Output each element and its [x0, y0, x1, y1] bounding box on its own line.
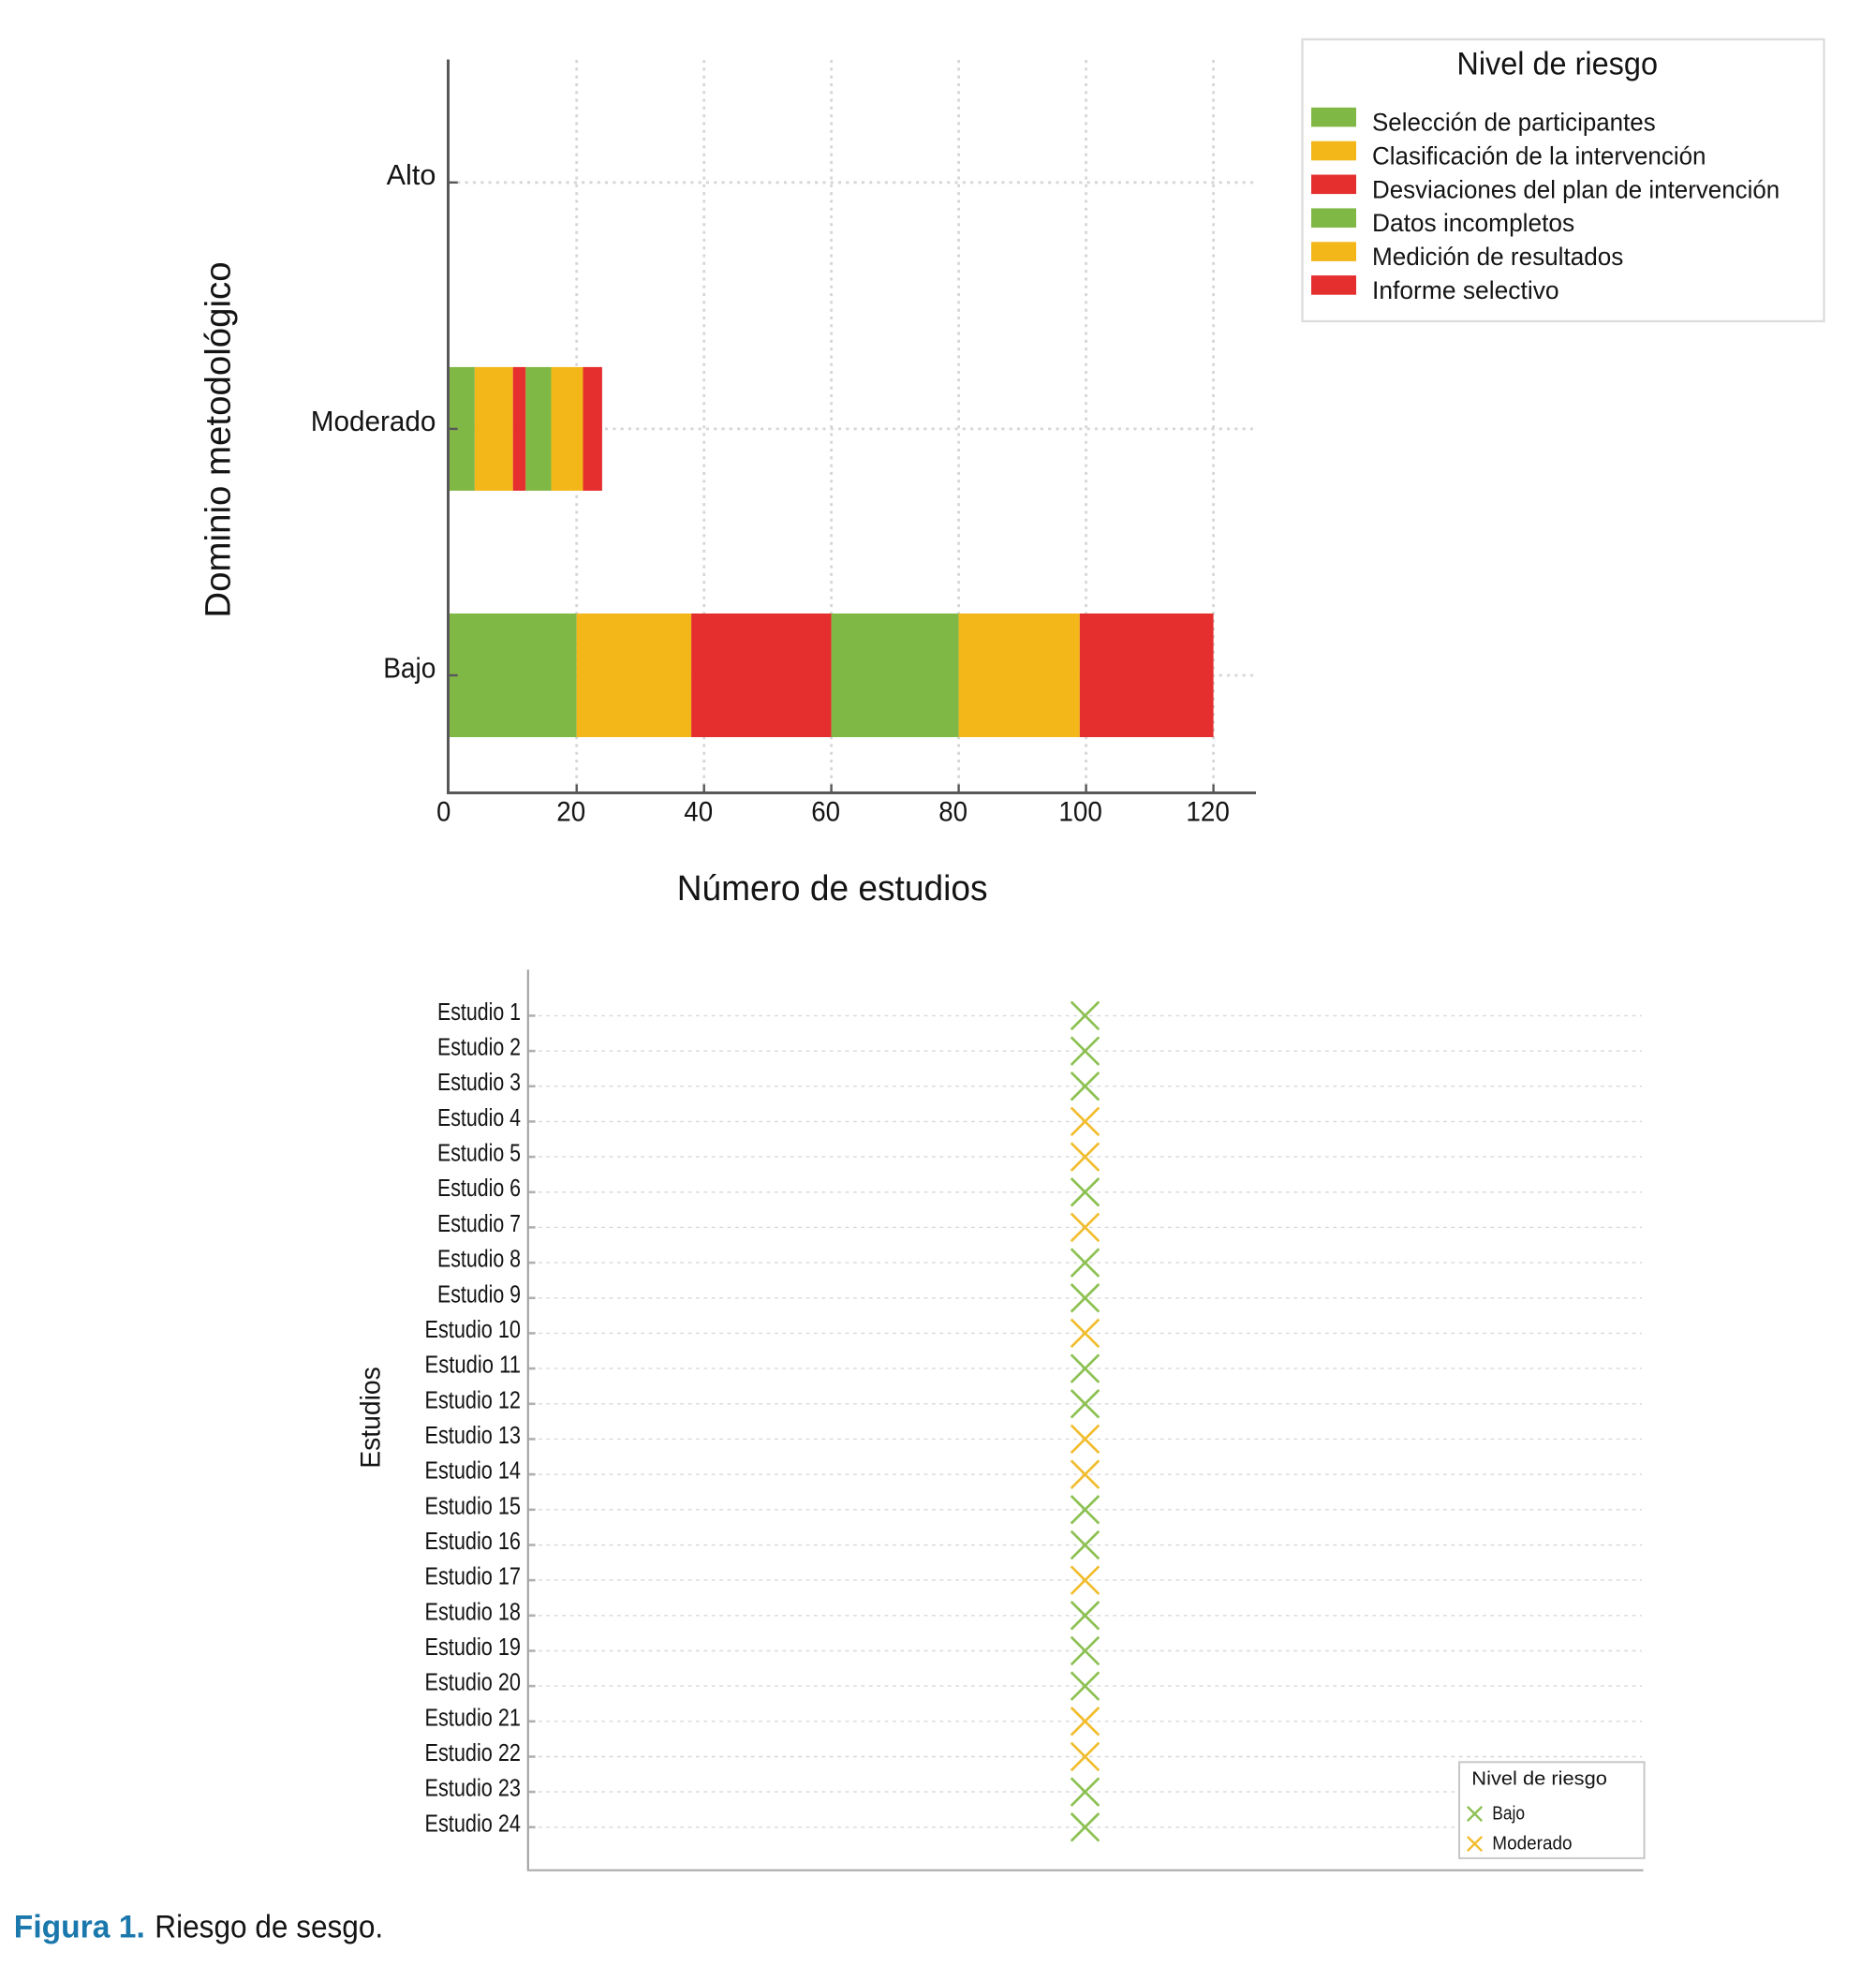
svg-text:Estudio 16: Estudio 16 [425, 1529, 522, 1555]
svg-text:Estudio 19: Estudio 19 [425, 1634, 522, 1661]
svg-text:Estudios: Estudios [356, 1367, 387, 1469]
svg-text:100: 100 [1058, 797, 1101, 828]
svg-text:Moderado: Moderado [1492, 1833, 1572, 1855]
svg-text:Estudio 14: Estudio 14 [425, 1458, 522, 1485]
svg-text:Datos incompletos: Datos incompletos [1372, 209, 1574, 237]
svg-text:20: 20 [556, 797, 585, 828]
svg-text:Estudio 13: Estudio 13 [425, 1423, 522, 1449]
svg-text:120: 120 [1186, 797, 1229, 828]
svg-text:Estudio 21: Estudio 21 [425, 1705, 522, 1731]
svg-text:Estudio 17: Estudio 17 [425, 1564, 522, 1590]
svg-text:Estudio 22: Estudio 22 [425, 1740, 522, 1766]
svg-text:Figura 1.: Figura 1. [14, 1910, 145, 1945]
svg-text:Estudio 15: Estudio 15 [425, 1493, 522, 1519]
svg-text:Medición de resultados: Medición de resultados [1372, 243, 1623, 271]
svg-text:Estudio 12: Estudio 12 [425, 1387, 522, 1413]
svg-text:Nivel de riesgo: Nivel de riesgo [1471, 1767, 1607, 1789]
svg-text:40: 40 [684, 797, 713, 828]
svg-text:Estudio 5: Estudio 5 [437, 1141, 521, 1167]
svg-text:80: 80 [938, 797, 968, 828]
svg-text:Estudio 9: Estudio 9 [437, 1281, 521, 1308]
svg-text:Estudio 3: Estudio 3 [437, 1070, 521, 1096]
svg-text:Bajo: Bajo [383, 652, 436, 684]
svg-text:0: 0 [436, 797, 451, 828]
svg-text:Estudio 4: Estudio 4 [437, 1105, 521, 1131]
svg-text:Estudio 1: Estudio 1 [437, 999, 521, 1026]
svg-text:Estudio 2: Estudio 2 [437, 1035, 521, 1061]
svg-text:Estudio 10: Estudio 10 [425, 1317, 522, 1343]
svg-text:Informe selectivo: Informe selectivo [1372, 276, 1559, 304]
svg-text:Estudio 23: Estudio 23 [425, 1776, 522, 1802]
svg-text:Estudio 18: Estudio 18 [425, 1599, 522, 1625]
svg-text:Selección de participantes: Selección de participantes [1372, 109, 1656, 137]
svg-text:Riesgo de sesgo.: Riesgo de sesgo. [155, 1910, 383, 1945]
svg-text:Bajo: Bajo [1492, 1803, 1525, 1825]
svg-text:Moderado: Moderado [311, 406, 436, 437]
svg-text:Estudio 20: Estudio 20 [425, 1670, 522, 1696]
svg-text:Estudio 11: Estudio 11 [425, 1353, 522, 1379]
svg-text:Estudio 7: Estudio 7 [437, 1211, 521, 1237]
svg-text:60: 60 [811, 797, 840, 828]
svg-text:Número de estudios: Número de estudios [677, 869, 988, 909]
svg-text:Estudio 8: Estudio 8 [437, 1247, 521, 1273]
svg-text:Clasificación de la intervenci: Clasificación de la intervención [1372, 142, 1706, 170]
svg-text:Desviaciones del plan de inter: Desviaciones del plan de intervención [1372, 175, 1780, 203]
svg-text:Estudio 6: Estudio 6 [437, 1175, 521, 1202]
svg-text:Alto: Alto [387, 159, 436, 191]
svg-text:Estudio 24: Estudio 24 [425, 1811, 522, 1837]
svg-text:Dominio metodológico: Dominio metodológico [199, 261, 239, 617]
svg-text:Nivel de riesgo: Nivel de riesgo [1456, 46, 1658, 81]
